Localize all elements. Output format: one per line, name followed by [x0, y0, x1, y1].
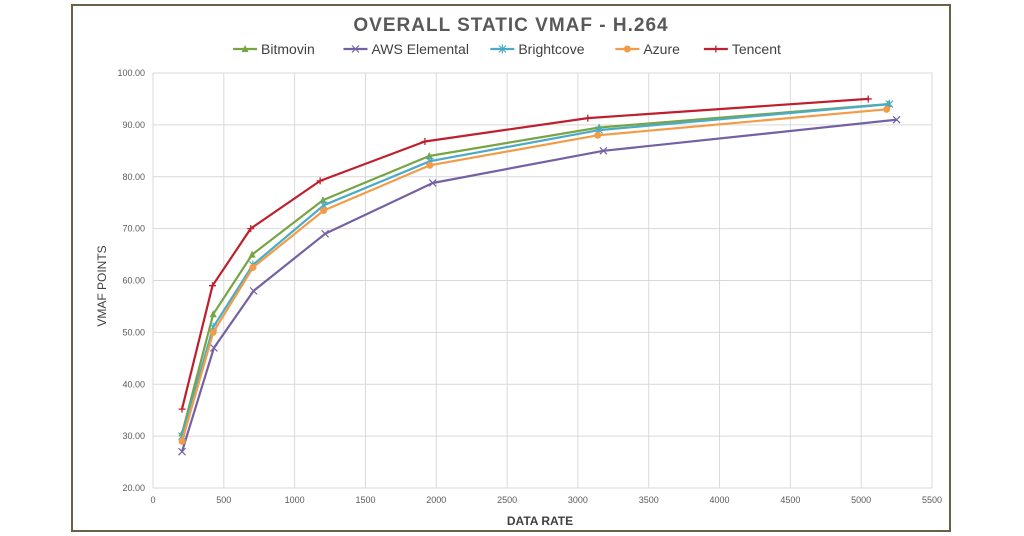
series-bitmovin [178, 100, 892, 437]
data-point-marker [498, 44, 507, 54]
data-point-marker [584, 114, 592, 122]
x-tick-label: 500 [216, 495, 231, 505]
series-azure [178, 105, 891, 445]
y-tick-label: 90.00 [122, 120, 145, 130]
y-tick-label: 40.00 [122, 379, 145, 389]
x-axis-title: DATA RATE [507, 514, 573, 528]
series-brightcove [178, 99, 894, 441]
legend-label: Bitmovin [261, 41, 315, 57]
data-point-marker [209, 344, 218, 352]
y-axis-title: VMAF POINTS [95, 245, 109, 326]
x-axis-ticks: 0 500 1000 1500 2000 2500 3000 3500 4000 4500 5000… [150, 495, 942, 505]
data-point-marker [319, 196, 327, 204]
data-point-marker [883, 105, 891, 113]
legend-item: AWS Elemental [343, 41, 469, 57]
data-point-marker [321, 229, 330, 238]
data-point-marker [178, 405, 186, 413]
data-point-marker [351, 45, 360, 53]
gridlines [152, 72, 933, 489]
vmaf-line-chart: OVERALL STATIC VMAF - H.264 Bitmovin AWS … [95, 15, 942, 528]
series-line [180, 97, 869, 410]
x-tick-label: 5500 [922, 495, 942, 505]
data-point-marker [316, 177, 324, 185]
data-point-marker [594, 131, 602, 139]
x-tick-label: 1000 [285, 495, 305, 505]
data-point-marker [178, 437, 186, 445]
data-point-marker [623, 45, 631, 53]
series-line [180, 108, 887, 442]
data-point-marker [248, 250, 256, 258]
data-point-marker [864, 95, 872, 103]
data-point-marker [178, 447, 186, 456]
legend-item: Azure [615, 41, 680, 57]
data-point-marker [426, 161, 434, 169]
x-tick-label: 0 [150, 495, 155, 505]
x-tick-label: 1500 [355, 495, 375, 505]
data-point-marker [249, 264, 257, 272]
series-group [178, 95, 901, 456]
data-point-marker [241, 45, 249, 52]
data-point-marker [208, 282, 216, 290]
data-point-marker [209, 310, 217, 318]
data-point-marker [892, 115, 901, 124]
data-point-marker [421, 137, 429, 145]
y-tick-label: 50.00 [122, 327, 145, 337]
data-point-marker [247, 225, 255, 233]
y-tick-label: 60.00 [122, 276, 145, 286]
legend-label: Brightcove [518, 41, 584, 57]
y-tick-label: 30.00 [122, 431, 145, 441]
x-tick-label: 2500 [497, 495, 517, 505]
y-tick-label: 100.00 [117, 68, 145, 78]
data-point-marker [428, 179, 437, 187]
chart-title: OVERALL STATIC VMAF - H.264 [353, 15, 668, 36]
x-tick-label: 4500 [780, 495, 800, 505]
y-tick-label: 70.00 [122, 224, 145, 234]
series-line [180, 118, 897, 453]
data-point-marker [599, 146, 608, 155]
y-tick-label: 80.00 [122, 172, 145, 182]
data-point-marker [425, 152, 433, 159]
legend-item: Brightcove [490, 41, 585, 57]
legend-label: Azure [643, 41, 680, 57]
chart-frame: OVERALL STATIC VMAF - H.264 Bitmovin AWS … [71, 4, 951, 532]
y-tick-label: 20.00 [122, 483, 145, 493]
legend-item: Tencent [703, 41, 781, 57]
x-tick-label: 5000 [851, 495, 871, 505]
x-tick-label: 4000 [710, 495, 730, 505]
x-tick-label: 3500 [639, 495, 659, 505]
x-tick-label: 3000 [568, 495, 588, 505]
legend-item: Bitmovin [233, 41, 315, 57]
legend: Bitmovin AWS Elemental Brightcove Azure Tenc… [233, 41, 781, 57]
data-point-marker [712, 45, 720, 53]
series-line [180, 103, 890, 437]
series-aws-elemental [178, 115, 901, 456]
x-tick-label: 2000 [426, 495, 446, 505]
legend-label: AWS Elemental [371, 41, 469, 57]
data-point-marker [209, 328, 217, 336]
series-tencent [178, 95, 872, 413]
data-point-marker [320, 206, 328, 214]
legend-label: Tencent [732, 41, 781, 57]
data-point-marker [249, 286, 258, 295]
y-axis-ticks: 20.00 30.00 40.00 50.00 60.00 70.00 80.00 90.00… [117, 68, 145, 493]
